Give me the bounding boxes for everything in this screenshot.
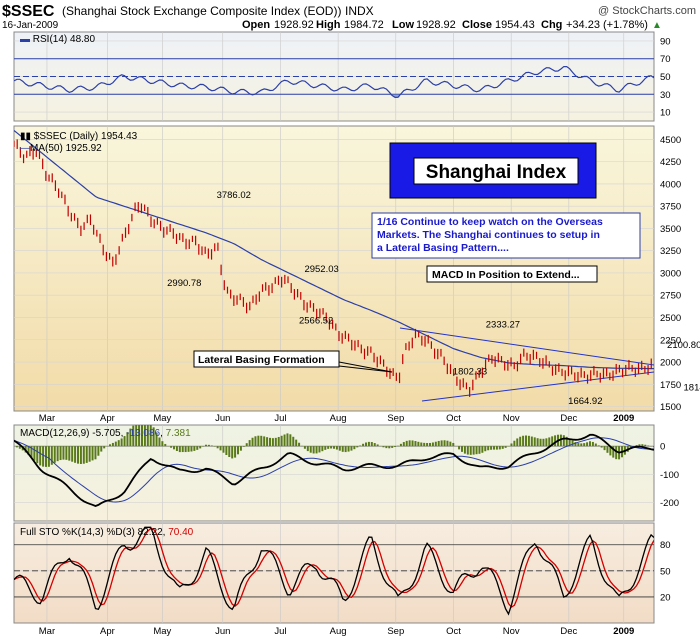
price-tick-label: 3750 <box>660 202 681 213</box>
month-label: Apr <box>100 626 115 637</box>
month-label: Nov <box>503 413 520 424</box>
rsi-axis: 90 70 50 30 10 <box>660 36 671 118</box>
chart-title: Shanghai Index <box>426 162 567 183</box>
rsi-tick-label: 50 <box>660 72 671 83</box>
month-label: Sep <box>387 626 404 637</box>
commentary-line-3: a Lateral Basing Pattern.... <box>377 242 509 254</box>
month-label: Mar <box>39 413 55 424</box>
month-label: Dec <box>560 626 577 637</box>
price-tick-label: 1500 <box>660 402 681 413</box>
price-tick-label: 2750 <box>660 291 681 302</box>
price-annotation: 2333.27 <box>486 319 520 330</box>
rsi-tick-label: 90 <box>660 36 671 47</box>
symbol: $SSEC <box>2 3 55 20</box>
sto-label: Full STO %K(14,3) %D(3) 82.22, 70.40 <box>20 527 194 538</box>
rsi-tick-label: 10 <box>660 108 671 119</box>
month-label: Apr <box>100 413 115 424</box>
price-tick-label: 3250 <box>660 246 681 257</box>
rsi-tick-label: 70 <box>660 54 671 65</box>
rsi-tick-label: 30 <box>660 90 671 101</box>
month-label: Aug <box>330 626 347 637</box>
close-value: 1954.43 <box>495 19 535 31</box>
open-value: 1928.92 <box>274 19 314 31</box>
month-label: 2009 <box>613 626 634 637</box>
month-label: Dec <box>560 413 577 424</box>
price-label: ▮▮ $SSEC (Daily) 1954.43 <box>20 131 138 142</box>
sto-tick-label: 80 <box>660 540 671 551</box>
open-label: Open <box>242 19 270 31</box>
price-tick-label: 3000 <box>660 269 681 280</box>
index-name: (Shanghai Stock Exchange Composite Index… <box>62 4 341 18</box>
sto-tick-label: 50 <box>660 566 671 577</box>
price-tick-label: 2500 <box>660 313 681 324</box>
commentary-line-1: 1/16 Continue to keep watch on the Overs… <box>377 216 603 228</box>
month-label: May <box>153 626 171 637</box>
month-label: Nov <box>503 626 520 637</box>
price-annotation: 1664.92 <box>568 396 602 407</box>
sto-tick-label: 20 <box>660 592 671 603</box>
price-annotation: 3786.02 <box>217 190 251 201</box>
month-label: Mar <box>39 626 55 637</box>
exchange: INDX <box>345 4 374 18</box>
price-tick-label: 4250 <box>660 157 681 168</box>
price-annotation: 2100.80 <box>667 340 700 351</box>
month-label: Jun <box>215 626 230 637</box>
price-annotation: 2952.03 <box>304 264 338 275</box>
price-axis: 4500 4250 4000 3750 3500 3250 3000 2750 2500 2250… <box>660 135 681 413</box>
macd-axis: 0 -100 -200 <box>660 442 679 509</box>
price-annotation: 2566.52 <box>299 316 333 327</box>
sto-axis: 80 50 20 <box>660 540 671 603</box>
price-tick-label: 4500 <box>660 135 681 146</box>
low-label: Low <box>392 19 414 31</box>
close-label: Close <box>462 19 492 31</box>
month-label: May <box>153 413 171 424</box>
high-label: High <box>316 19 341 31</box>
watermark: @ StockCharts.com <box>598 5 696 17</box>
month-label: Oct <box>446 626 461 637</box>
price-tick-label: 2000 <box>660 358 681 369</box>
price-annotation: 1802.33 <box>453 367 487 378</box>
chg-up-arrow-icon: ▲ <box>652 20 662 31</box>
price-tick-label: 4000 <box>660 179 681 190</box>
high-value: 1984.72 <box>344 19 384 31</box>
macd-tick-label: -100 <box>660 470 679 481</box>
rsi-label: ▬ RSI(14) 48.80 <box>20 34 95 45</box>
price-annotation: 2990.78 <box>167 278 201 289</box>
basing-note: Lateral Basing Formation <box>198 354 325 366</box>
chg-value: +34.23 (+1.78%) <box>566 19 648 31</box>
month-label: Jun <box>215 413 230 424</box>
macd-tick-label: 0 <box>660 442 665 453</box>
month-label: Jul <box>274 413 286 424</box>
price-tick-label: 3500 <box>660 224 681 235</box>
bottom-month-axis: Mar Apr May Jun Jul Aug Sep Oct Nov Dec 2009 <box>39 626 635 637</box>
commentary-line-2: Markets. The Shanghai continues to setup… <box>377 229 600 241</box>
ma-label: —MA(50) 1925.92 <box>20 143 102 154</box>
month-label: Oct <box>446 413 461 424</box>
macd-label: MACD(12,26,9) -5.705, -13.086, 7.381 <box>20 428 191 439</box>
month-label: 2009 <box>613 413 634 424</box>
price-annotation: 1814.75 <box>684 383 700 394</box>
chart-date: 16-Jan-2009 <box>2 20 59 31</box>
macd-note: MACD In Position to Extend... <box>432 269 580 281</box>
month-label: Aug <box>330 413 347 424</box>
month-label: Jul <box>274 626 286 637</box>
chg-label: Chg <box>541 19 562 31</box>
price-month-axis: Mar Apr May Jun Jul Aug Sep Oct Nov Dec 2009 <box>39 413 635 424</box>
candle-icon: ▮▮ <box>20 131 34 142</box>
macd-tick-label: -200 <box>660 498 679 509</box>
low-value: 1928.92 <box>416 19 456 31</box>
price-tick-label: 1750 <box>660 380 681 391</box>
month-label: Sep <box>387 413 404 424</box>
